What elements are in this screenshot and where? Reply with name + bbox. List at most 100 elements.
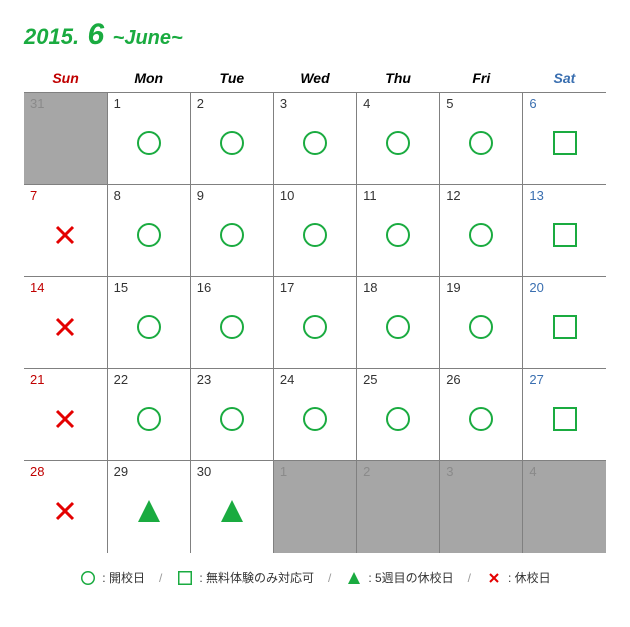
calendar-day-cell: 4 bbox=[523, 461, 606, 553]
legend-separator: / bbox=[468, 571, 471, 585]
circle-icon bbox=[385, 222, 411, 248]
calendar-day-cell: 14 bbox=[24, 277, 107, 369]
legend-separator: / bbox=[328, 571, 331, 585]
calendar-day-cell: 9 bbox=[190, 185, 273, 277]
calendar-day-cell: 29 bbox=[107, 461, 190, 553]
day-number: 28 bbox=[30, 464, 101, 479]
header-sat: Sat bbox=[523, 66, 606, 93]
day-number: 1 bbox=[114, 96, 184, 111]
circle-icon bbox=[136, 314, 162, 340]
calendar-header-row: SunMonTueWedThuFriSat bbox=[24, 66, 606, 93]
calendar-day-cell: 12 bbox=[440, 185, 523, 277]
calendar-day-cell: 3 bbox=[440, 461, 523, 553]
calendar-day-cell: 15 bbox=[107, 277, 190, 369]
circle-icon bbox=[302, 314, 328, 340]
calendar-day-cell: 8 bbox=[107, 185, 190, 277]
day-number: 20 bbox=[529, 280, 600, 295]
day-number: 7 bbox=[30, 188, 101, 203]
triangle-icon bbox=[345, 569, 363, 587]
day-number: 24 bbox=[280, 372, 350, 387]
circle-icon bbox=[385, 314, 411, 340]
legend-item-square: : 無料体験のみ対応可 bbox=[176, 569, 314, 587]
day-number: 9 bbox=[197, 188, 267, 203]
day-number: 29 bbox=[114, 464, 184, 479]
calendar-day-cell: 30 bbox=[190, 461, 273, 553]
circle-icon bbox=[468, 222, 494, 248]
circle-icon bbox=[385, 406, 411, 432]
cross-icon bbox=[485, 569, 503, 587]
calendar-table: SunMonTueWedThuFriSat 311234567891011121… bbox=[24, 66, 606, 553]
calendar-day-cell: 21 bbox=[24, 369, 107, 461]
header-mon: Mon bbox=[107, 66, 190, 93]
circle-icon bbox=[136, 222, 162, 248]
square-icon bbox=[552, 406, 578, 432]
calendar-day-cell: 1 bbox=[273, 461, 356, 553]
circle-icon bbox=[136, 130, 162, 156]
circle-icon bbox=[79, 569, 97, 587]
day-number: 2 bbox=[197, 96, 267, 111]
legend-label: : 5週目の休校日 bbox=[368, 569, 453, 586]
day-number: 4 bbox=[529, 464, 600, 479]
cross-icon bbox=[53, 315, 77, 339]
square-icon bbox=[552, 222, 578, 248]
calendar-day-cell: 27 bbox=[523, 369, 606, 461]
calendar-day-cell: 26 bbox=[440, 369, 523, 461]
square-icon bbox=[176, 569, 194, 587]
circle-icon bbox=[136, 406, 162, 432]
legend-item-circle: : 開校日 bbox=[79, 569, 145, 587]
day-number: 4 bbox=[363, 96, 433, 111]
calendar-day-cell: 19 bbox=[440, 277, 523, 369]
circle-icon bbox=[468, 130, 494, 156]
square-icon bbox=[552, 130, 578, 156]
calendar-day-cell: 16 bbox=[190, 277, 273, 369]
header-fri: Fri bbox=[440, 66, 523, 93]
legend-label: : 休校日 bbox=[508, 569, 551, 586]
day-number: 3 bbox=[446, 464, 516, 479]
legend-item-triangle: : 5週目の休校日 bbox=[345, 569, 453, 587]
calendar-week-row: 21 22 23 24 2526 27 bbox=[24, 369, 606, 461]
circle-icon bbox=[468, 406, 494, 432]
calendar-day-cell: 28 bbox=[24, 461, 107, 553]
cross-icon bbox=[53, 223, 77, 247]
circle-icon bbox=[385, 130, 411, 156]
day-number: 3 bbox=[280, 96, 350, 111]
day-number: 18 bbox=[363, 280, 433, 295]
day-number: 13 bbox=[529, 188, 600, 203]
day-number: 1 bbox=[280, 464, 350, 479]
day-number: 27 bbox=[529, 372, 600, 387]
circle-icon bbox=[468, 314, 494, 340]
calendar-week-row: 78910111213 bbox=[24, 185, 606, 277]
circle-icon bbox=[219, 222, 245, 248]
legend: : 開校日/: 無料体験のみ対応可/: 5週目の休校日/: 休校日 bbox=[24, 569, 606, 587]
day-number: 30 bbox=[197, 464, 267, 479]
calendar-day-cell: 22 bbox=[107, 369, 190, 461]
calendar-day-cell: 25 bbox=[357, 369, 440, 461]
calendar-day-cell: 6 bbox=[523, 93, 606, 185]
calendar-day-cell: 24 bbox=[273, 369, 356, 461]
day-number: 11 bbox=[363, 188, 433, 203]
calendar-day-cell: 23 bbox=[190, 369, 273, 461]
day-number: 14 bbox=[30, 280, 101, 295]
day-number: 15 bbox=[114, 280, 184, 295]
title-month-number: 6 bbox=[88, 18, 105, 51]
calendar-day-cell: 3 bbox=[273, 93, 356, 185]
calendar-title: 2015. 6 ~June~ bbox=[24, 18, 606, 52]
day-number: 5 bbox=[446, 96, 516, 111]
header-thu: Thu bbox=[357, 66, 440, 93]
header-sun: Sun bbox=[24, 66, 107, 93]
day-number: 21 bbox=[30, 372, 101, 387]
day-number: 22 bbox=[114, 372, 184, 387]
day-number: 2 bbox=[363, 464, 433, 479]
cross-icon bbox=[53, 499, 77, 523]
calendar-day-cell: 20 bbox=[523, 277, 606, 369]
calendar-day-cell: 2 bbox=[357, 461, 440, 553]
day-number: 31 bbox=[30, 96, 101, 111]
calendar-day-cell: 17 bbox=[273, 277, 356, 369]
header-wed: Wed bbox=[273, 66, 356, 93]
calendar-week-row: 14 15 1617 18 19 20 bbox=[24, 277, 606, 369]
calendar-week-row: 31 123456 bbox=[24, 93, 606, 185]
day-number: 8 bbox=[114, 188, 184, 203]
circle-icon bbox=[219, 314, 245, 340]
circle-icon bbox=[219, 406, 245, 432]
legend-label: : 無料体験のみ対応可 bbox=[199, 569, 314, 586]
